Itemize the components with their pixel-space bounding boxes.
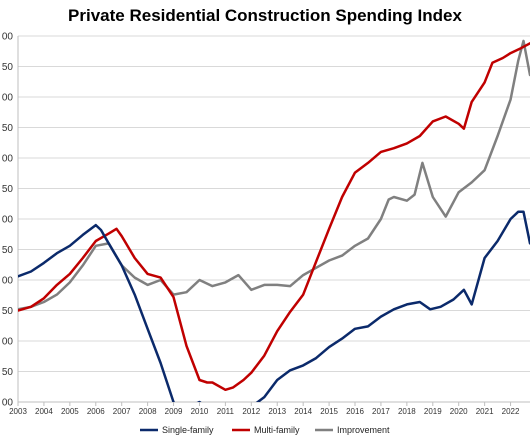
x-tick-label: 2008	[139, 407, 157, 416]
legend-label-single-family: Single-family	[162, 425, 214, 435]
x-tick-label: 2018	[398, 407, 416, 416]
y-tick-label: 00	[2, 276, 14, 287]
x-tick-label: 2012	[242, 407, 260, 416]
y-tick-label: 00	[2, 398, 14, 409]
grid	[18, 35, 530, 403]
chart-title: Private Residential Construction Spendin…	[68, 6, 462, 25]
x-tick-label: 2006	[87, 407, 105, 416]
y-tick-label: 00	[2, 337, 14, 348]
y-tick-label: 00	[2, 154, 14, 165]
x-axis-ticks: 2003 2004 2005 2006 2007 2008 2009 2010 2011 2012…	[9, 402, 520, 416]
x-tick-label: 2009	[165, 407, 183, 416]
x-tick-label: 2019	[424, 407, 442, 416]
axes	[17, 36, 530, 403]
x-tick-label: 2020	[450, 407, 468, 416]
y-axis-ticks: 00 50 00 50 00 50 00 50 00 50 00 50 00	[2, 32, 14, 409]
y-tick-label: 50	[2, 367, 14, 378]
x-tick-label: 2004	[35, 407, 53, 416]
x-tick-label: 2005	[61, 407, 79, 416]
y-tick-label: 50	[2, 123, 14, 134]
x-tick-label: 2022	[502, 407, 520, 416]
y-tick-label: 50	[2, 184, 14, 195]
x-tick-label: 2013	[268, 407, 286, 416]
series-line-single-family	[18, 210, 530, 402]
x-tick-label: 2007	[113, 407, 131, 416]
x-tick-label: 2014	[294, 407, 312, 416]
x-tick-label: 2017	[372, 407, 390, 416]
y-tick-label: 50	[2, 306, 14, 317]
legend-label-multi-family: Multi-family	[254, 425, 300, 435]
legend-label-improvement: Improvement	[337, 425, 390, 435]
series-line-improvement	[18, 39, 530, 311]
series-lines	[18, 39, 530, 402]
x-tick-label: 2021	[476, 407, 494, 416]
series-line-multi-family	[18, 42, 530, 392]
x-tick-label: 2015	[320, 407, 338, 416]
x-tick-label: 2010	[191, 407, 209, 416]
x-tick-label: 2003	[9, 407, 27, 416]
y-tick-label: 00	[2, 215, 14, 226]
legend: Single-family Multi-family Improvement	[140, 425, 390, 435]
x-tick-label: 2016	[346, 407, 364, 416]
y-tick-label: 00	[2, 93, 14, 104]
x-tick-label: 2011	[217, 407, 235, 416]
y-tick-label: 50	[2, 245, 14, 256]
y-tick-label: 50	[2, 62, 14, 73]
y-tick-label: 00	[2, 32, 14, 43]
